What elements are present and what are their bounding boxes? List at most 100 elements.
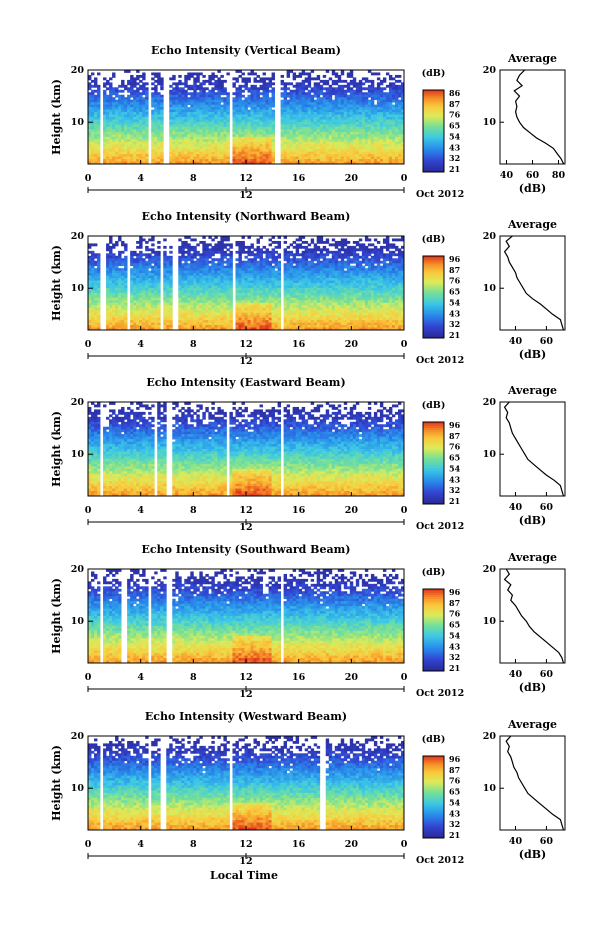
heatmap-cell [328, 107, 333, 110]
heatmap-cell [151, 144, 155, 148]
heatmap-cell [160, 87, 164, 91]
heatmap-cell [253, 325, 257, 328]
heatmap-cell [334, 87, 339, 91]
heatmap-cell [223, 250, 227, 254]
heatmap-cell [400, 146, 405, 150]
heatmap-cell [88, 107, 92, 110]
heatmap-cell [235, 70, 239, 73]
heatmap-cell [364, 114, 369, 118]
heatmap-cell [205, 315, 209, 319]
colorbar-segment [423, 116, 444, 120]
heatmap-cell [151, 126, 155, 130]
heatmap-cell [379, 146, 384, 150]
heatmap-cell [109, 139, 113, 143]
heatmap-cell [298, 114, 303, 118]
heatmap-cell [241, 156, 245, 160]
heatmap-cell [283, 94, 288, 98]
heatmap-cell [187, 134, 191, 138]
heatmap-cell [352, 151, 357, 155]
heatmap-cell [319, 97, 324, 101]
heatmap-cell [313, 117, 318, 120]
heatmap-cell [94, 285, 98, 289]
heatmap-cell [115, 297, 119, 301]
heatmap-cell [247, 327, 251, 331]
heatmap-cell [118, 260, 122, 264]
heatmap-cell [211, 310, 215, 314]
heatmap-cell [88, 131, 92, 135]
heatmap-cell [232, 151, 236, 155]
heatmap-cell [172, 136, 176, 140]
heatmap-cell [169, 275, 173, 279]
heatmap-cell [190, 310, 194, 314]
heatmap-cell [124, 285, 128, 289]
heatmap-cell [187, 302, 191, 306]
heatmap-cell [157, 77, 161, 81]
heatmap-cell [334, 102, 339, 106]
heatmap-cell [280, 161, 285, 165]
heatmap-cell [244, 117, 248, 120]
heatmap-cell [106, 258, 110, 262]
heatmap-cell [193, 136, 197, 140]
heatmap-cell [121, 322, 125, 326]
heatmap-cell [352, 117, 357, 120]
heatmap-cell [217, 302, 221, 306]
heatmap-cell [340, 149, 345, 153]
heatmap-cell [97, 119, 101, 123]
heatmap-cell [280, 114, 285, 118]
heatmap-cell [88, 114, 92, 118]
heatmap-cell [259, 92, 263, 96]
heatmap-cell [256, 139, 260, 143]
heatmap-cell [265, 97, 269, 101]
heatmap-cell [226, 292, 230, 296]
heatmap-cell [259, 126, 263, 130]
heatmap-cell [178, 270, 182, 274]
heatmap-cell [103, 119, 107, 123]
heatmap-cell [163, 283, 167, 286]
heatmap-cell [124, 154, 128, 157]
heatmap-cell [340, 129, 345, 133]
heatmap-cell [253, 92, 257, 96]
heatmap-cell [361, 82, 366, 86]
heatmap-cell [109, 273, 113, 276]
heatmap-cell [319, 114, 324, 118]
heatmap-cell [238, 102, 242, 106]
heatmap-cell [286, 151, 291, 155]
heatmap-cell [115, 129, 119, 133]
heatmap-cell [208, 77, 212, 81]
heatmap-cell [124, 265, 128, 269]
heatmap-cell [238, 287, 242, 291]
heatmap-cell [196, 79, 200, 83]
heatmap-cell [355, 154, 360, 157]
heatmap-cell [358, 141, 363, 145]
heatmap-cell [133, 112, 137, 115]
heatmap-cell [298, 139, 303, 143]
heatmap-cell [367, 89, 372, 93]
heatmap-cell [250, 302, 254, 306]
heatmap-cell [259, 117, 263, 120]
heatmap-cell [226, 310, 230, 314]
heatmap-cell [220, 250, 224, 254]
heatmap-cell [250, 84, 254, 88]
heatmap-cell [199, 295, 203, 299]
heatmap-cell [331, 154, 336, 157]
heatmap-cell [226, 159, 230, 162]
heatmap-cell [385, 72, 390, 76]
heatmap-cell [190, 327, 194, 331]
heatmap-cell [241, 136, 245, 140]
heatmap-cell [130, 255, 134, 259]
heatmap-cell [193, 280, 197, 284]
heatmap-cell [94, 300, 98, 304]
heatmap-cell [310, 107, 315, 110]
heatmap-cell [154, 275, 158, 279]
heatmap-cell [133, 92, 137, 96]
heatmap-cell [190, 307, 194, 311]
heatmap-cell [127, 124, 131, 128]
heatmap-cell [130, 141, 134, 145]
heatmap-cell [151, 250, 155, 254]
heatmap-cell [88, 97, 92, 101]
heatmap-cell [148, 290, 152, 294]
heatmap-cell [91, 258, 95, 262]
heatmap-cell [172, 87, 176, 91]
heatmap-cell [184, 109, 188, 113]
heatmap-cell [376, 159, 381, 162]
